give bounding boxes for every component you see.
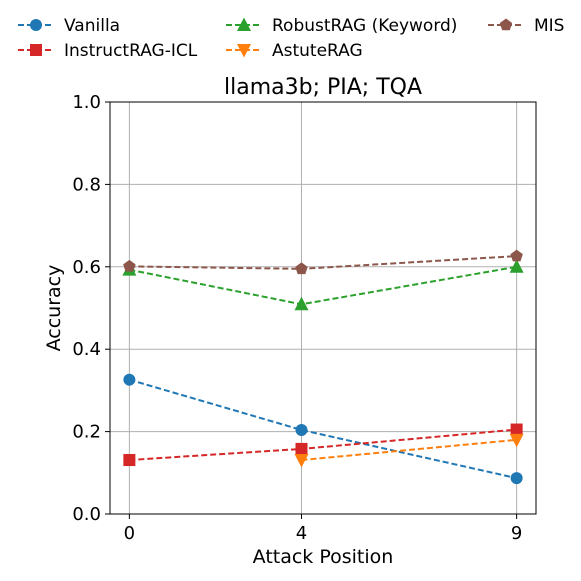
series-vanilla <box>123 373 523 485</box>
legend-entry: AstuteRAG <box>226 41 363 61</box>
data-point <box>510 472 523 485</box>
series-line <box>129 378 517 480</box>
legend-marker <box>237 44 251 58</box>
x-tick-label: 9 <box>511 523 522 544</box>
legend-entry: Vanilla <box>18 16 120 36</box>
y-tick-label: 0.8 <box>72 174 101 195</box>
x-tick-label: 0 <box>124 523 135 544</box>
series-line <box>301 438 517 462</box>
legend: Vanilla InstructRAG-ICL RobustRAG (Keyword… <box>18 16 564 61</box>
series <box>122 249 524 485</box>
data-point <box>123 373 136 386</box>
data-point <box>295 442 308 455</box>
x-tick-label: 4 <box>296 523 307 544</box>
series-astuterag <box>294 433 524 468</box>
y-tick-label: 0.2 <box>72 422 101 443</box>
data-point <box>509 433 524 448</box>
legend-label: MIS <box>534 16 564 36</box>
y-tick-label: 0.0 <box>72 504 101 525</box>
data-point <box>295 423 308 436</box>
grid <box>110 101 536 515</box>
data-point <box>123 454 136 467</box>
data-point <box>295 262 308 275</box>
legend-label: AstuteRAG <box>272 41 363 61</box>
plot-area <box>109 101 537 515</box>
legend-entry: RobustRAG (Keyword) <box>226 16 457 36</box>
axes: 0.0 0.2 0.4 0.6 0.8 1.0 0 4 9 <box>72 92 522 544</box>
series-line <box>129 265 517 306</box>
legend-marker <box>499 18 513 31</box>
data-point <box>294 296 309 311</box>
legend-entry: InstructRAG-ICL <box>18 41 198 61</box>
legend-marker <box>30 19 42 31</box>
data-point <box>123 259 136 272</box>
data-point <box>510 249 523 262</box>
legend-marker <box>30 44 42 56</box>
x-axis-label: Attack Position <box>253 546 394 568</box>
y-tick-label: 1.0 <box>72 92 101 113</box>
chart-title: llama3b; PIA; TQA <box>224 75 422 100</box>
y-tick-label: 0.6 <box>72 257 101 278</box>
legend-label: Vanilla <box>64 16 120 36</box>
data-point <box>294 454 309 468</box>
data-point <box>509 259 524 273</box>
legend-entry: MIS <box>488 16 564 36</box>
series-instructrag-icl <box>123 423 523 467</box>
series-mis <box>123 249 523 275</box>
legend-marker <box>237 17 251 31</box>
legend-label: InstructRAG-ICL <box>64 41 198 61</box>
y-tick-label: 0.4 <box>72 339 101 360</box>
legend-label: RobustRAG (Keyword) <box>272 16 457 36</box>
data-point <box>510 423 523 436</box>
y-axis-label: Accuracy <box>43 265 65 352</box>
